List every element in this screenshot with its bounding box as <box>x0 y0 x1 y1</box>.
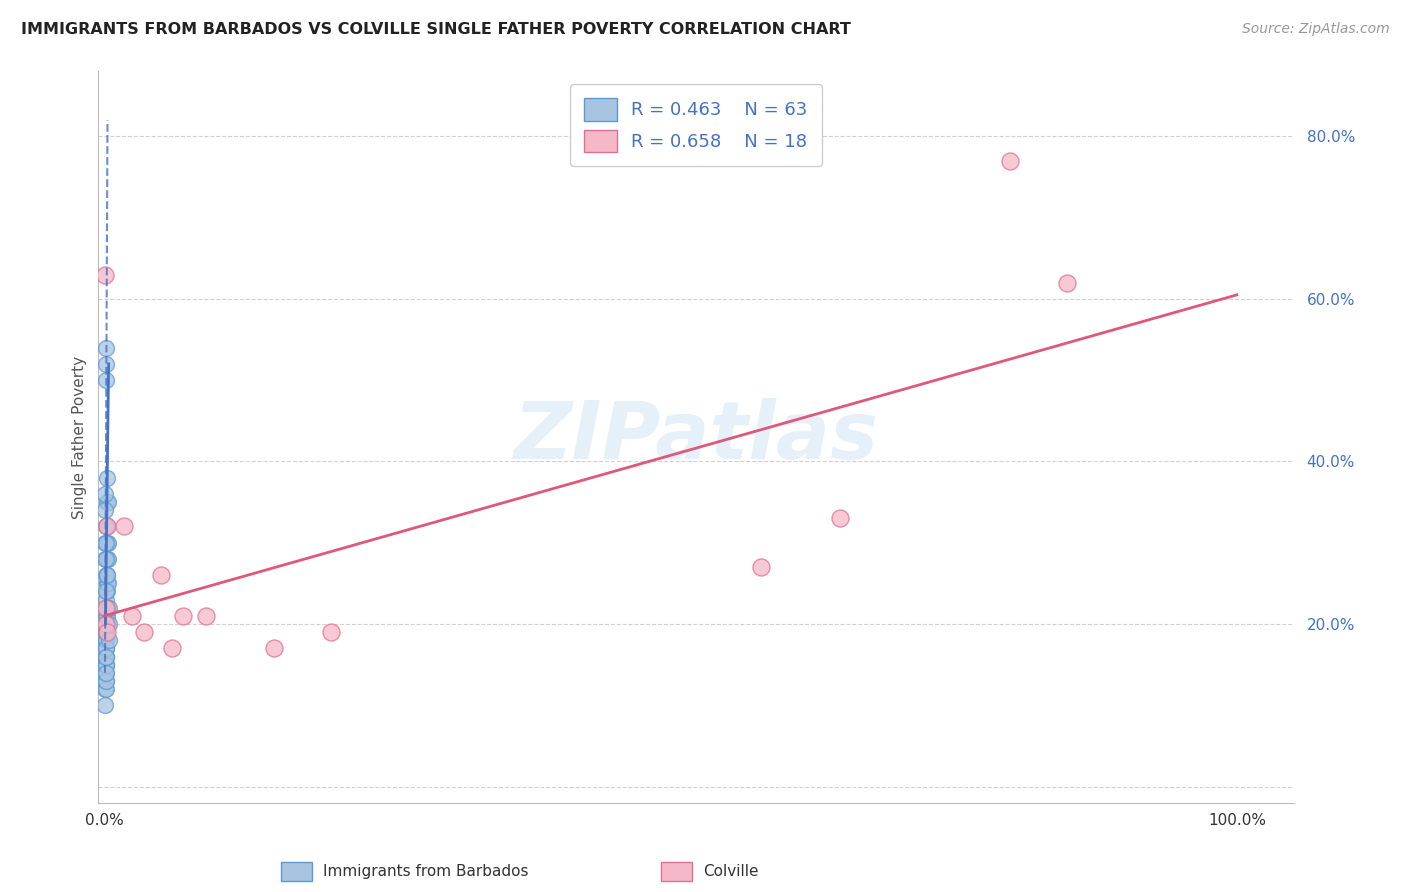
Point <box>94 584 117 599</box>
Point <box>94 657 117 672</box>
Point <box>94 641 117 656</box>
Point <box>149 568 172 582</box>
Point <box>94 535 117 549</box>
Point <box>97 552 120 566</box>
Point <box>94 665 117 680</box>
Point <box>94 673 117 688</box>
Text: IMMIGRANTS FROM BARBADOS VS COLVILLE SINGLE FATHER POVERTY CORRELATION CHART: IMMIGRANTS FROM BARBADOS VS COLVILLE SIN… <box>21 22 851 37</box>
Point <box>94 617 117 632</box>
Point <box>96 600 118 615</box>
Text: Immigrants from Barbados: Immigrants from Barbados <box>323 864 529 879</box>
Point <box>830 511 852 525</box>
Point <box>96 576 118 591</box>
Point <box>94 608 117 623</box>
Point <box>97 617 120 632</box>
Point <box>96 617 118 632</box>
Point <box>94 698 117 713</box>
Point <box>96 665 118 680</box>
Point <box>96 608 118 623</box>
Point <box>94 357 117 371</box>
Point <box>94 633 117 648</box>
Point <box>94 341 117 355</box>
Point <box>96 519 118 533</box>
Point <box>263 641 285 656</box>
Point <box>94 600 117 615</box>
Text: Colville: Colville <box>703 864 758 879</box>
Point <box>94 625 117 640</box>
Point <box>96 600 118 615</box>
Point <box>96 641 118 656</box>
Point <box>94 535 117 549</box>
Point <box>94 519 117 533</box>
Point <box>96 373 118 387</box>
Text: ZIPatlas: ZIPatlas <box>513 398 879 476</box>
Legend: R = 0.463    N = 63, R = 0.658    N = 18: R = 0.463 N = 63, R = 0.658 N = 18 <box>569 84 823 166</box>
Point <box>94 552 117 566</box>
Point <box>96 568 118 582</box>
Point <box>96 625 118 640</box>
Point <box>160 641 183 656</box>
Point <box>94 665 117 680</box>
Point <box>96 584 118 599</box>
Point <box>195 608 218 623</box>
Point <box>94 649 117 664</box>
Point <box>1000 153 1022 168</box>
Point <box>96 495 118 509</box>
Point <box>94 268 117 282</box>
Point <box>94 657 117 672</box>
Point <box>94 617 117 632</box>
Point <box>96 617 118 632</box>
Point <box>96 576 118 591</box>
Point <box>97 600 120 615</box>
Point <box>94 633 117 648</box>
Point <box>97 576 120 591</box>
Point <box>96 592 118 607</box>
Point <box>96 617 118 632</box>
Point <box>94 633 117 648</box>
Point <box>96 649 118 664</box>
Point <box>94 649 117 664</box>
Point <box>94 657 117 672</box>
Point <box>96 519 118 533</box>
Point <box>94 503 117 517</box>
Point <box>96 625 118 640</box>
Point <box>94 600 117 615</box>
Point <box>319 625 342 640</box>
Point <box>96 568 118 582</box>
Point <box>97 535 120 549</box>
Point <box>94 681 117 696</box>
Point <box>94 487 117 501</box>
Point <box>94 681 117 696</box>
Y-axis label: Single Father Poverty: Single Father Poverty <box>72 356 87 518</box>
Point <box>96 552 118 566</box>
Point <box>1056 276 1078 290</box>
Point <box>96 535 118 549</box>
Point <box>96 552 118 566</box>
Point <box>94 649 117 664</box>
Point <box>121 608 143 623</box>
Point <box>94 641 117 656</box>
Point <box>94 568 117 582</box>
Point <box>172 608 194 623</box>
Point <box>97 495 120 509</box>
Point <box>749 560 772 574</box>
Point <box>94 617 117 632</box>
Point <box>96 471 118 485</box>
Point <box>94 673 117 688</box>
Point <box>132 625 155 640</box>
Point <box>114 519 136 533</box>
Text: Source: ZipAtlas.com: Source: ZipAtlas.com <box>1241 22 1389 37</box>
Point <box>98 633 121 648</box>
